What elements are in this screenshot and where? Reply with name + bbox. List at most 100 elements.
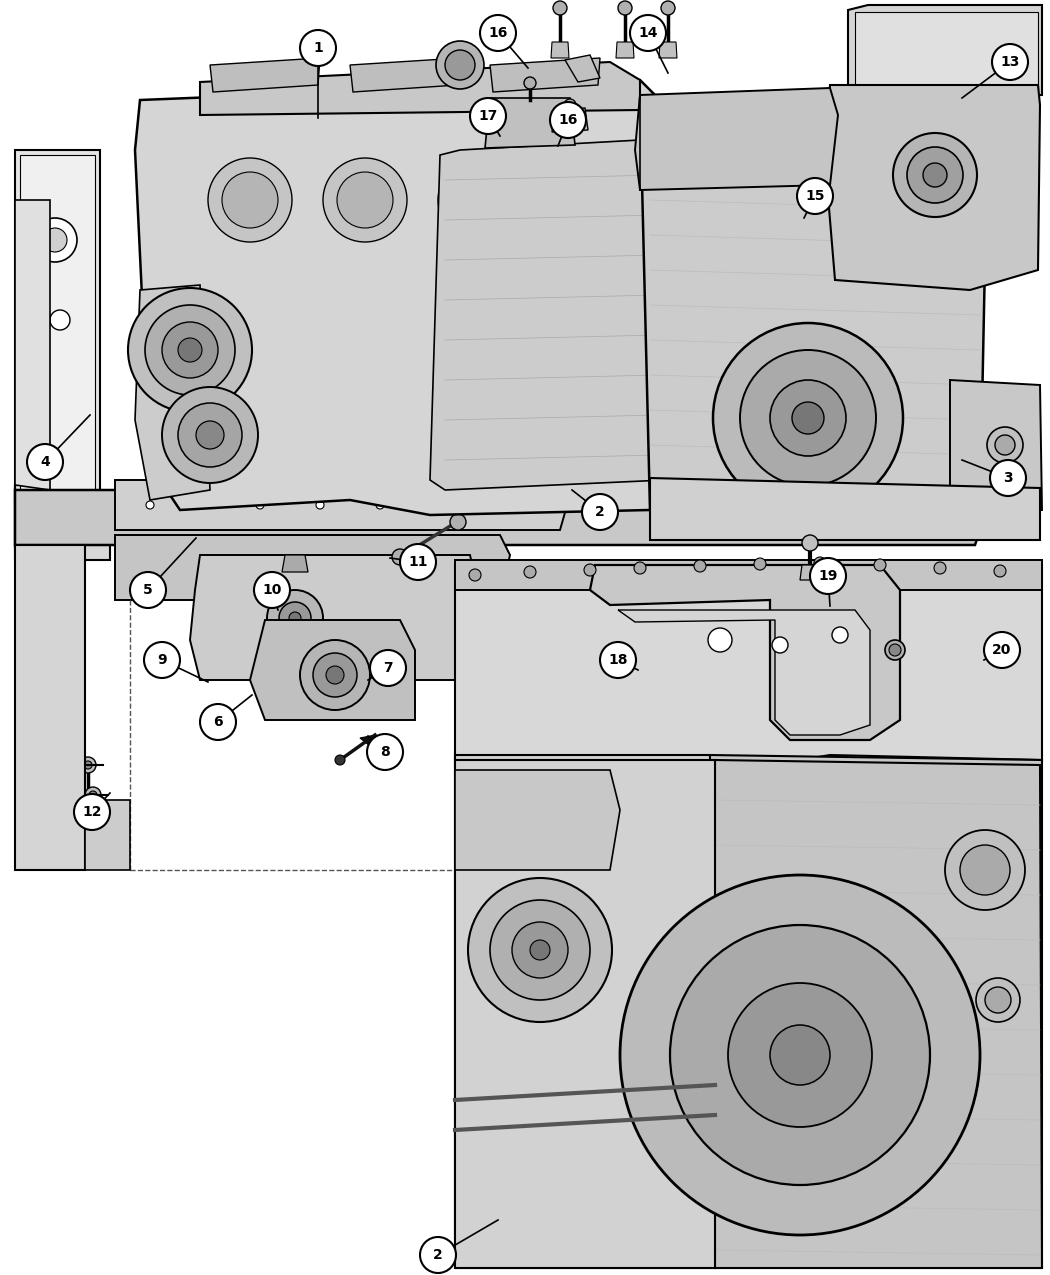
Polygon shape [659,42,677,57]
Circle shape [326,666,344,683]
Circle shape [208,158,292,242]
Circle shape [892,133,977,217]
Circle shape [990,460,1026,496]
Circle shape [162,323,218,377]
Circle shape [27,444,63,479]
Circle shape [178,403,242,467]
Text: 8: 8 [380,745,390,759]
Polygon shape [455,755,715,1269]
Circle shape [450,514,466,530]
Polygon shape [616,42,634,57]
Circle shape [770,380,846,456]
Polygon shape [430,140,665,490]
Polygon shape [116,536,510,601]
Circle shape [907,147,963,203]
Polygon shape [85,799,130,870]
Circle shape [74,794,110,830]
Circle shape [662,1,675,15]
Circle shape [316,501,324,509]
Circle shape [420,1237,456,1272]
Circle shape [323,158,407,242]
Text: 5: 5 [143,583,153,597]
Circle shape [976,978,1020,1023]
Text: 14: 14 [638,26,657,40]
Polygon shape [848,5,1042,96]
Circle shape [480,15,516,51]
Polygon shape [565,55,600,82]
Circle shape [337,172,393,228]
Polygon shape [485,98,575,148]
Circle shape [470,98,506,134]
Polygon shape [455,565,1042,760]
Circle shape [145,305,235,395]
Text: 16: 16 [488,26,508,40]
Circle shape [90,813,106,830]
Text: 2: 2 [595,505,605,519]
Circle shape [770,1025,830,1085]
Circle shape [934,562,946,574]
Circle shape [987,427,1023,463]
Text: 17: 17 [479,108,498,122]
Polygon shape [455,770,620,870]
Circle shape [582,493,618,530]
Text: 10: 10 [262,583,281,597]
Circle shape [130,572,166,608]
Circle shape [620,875,980,1235]
Circle shape [256,501,264,509]
Polygon shape [552,108,588,133]
Circle shape [370,650,406,686]
Circle shape [992,45,1028,80]
Circle shape [368,734,403,770]
Circle shape [530,940,550,960]
Circle shape [792,402,824,434]
Circle shape [754,558,766,570]
Circle shape [797,179,833,214]
Polygon shape [640,99,985,510]
Polygon shape [135,286,210,500]
Circle shape [985,987,1011,1014]
Text: 16: 16 [559,113,578,128]
Polygon shape [455,760,715,1269]
Circle shape [84,761,92,769]
Circle shape [708,629,732,652]
Circle shape [618,1,632,15]
Polygon shape [551,42,569,57]
Circle shape [392,550,408,565]
Polygon shape [282,555,308,572]
Circle shape [128,288,252,412]
Circle shape [584,564,596,576]
Polygon shape [15,150,100,550]
Polygon shape [15,200,50,490]
Circle shape [279,602,311,634]
Circle shape [740,351,876,486]
Text: 15: 15 [805,189,824,203]
Circle shape [50,310,70,330]
Polygon shape [855,11,1038,91]
Polygon shape [360,734,400,759]
Circle shape [85,787,101,803]
Circle shape [196,501,204,509]
Polygon shape [135,80,680,515]
Polygon shape [800,565,820,580]
Polygon shape [250,620,415,720]
Circle shape [300,31,336,66]
Text: 9: 9 [158,653,167,667]
Circle shape [289,612,301,623]
Circle shape [772,638,788,653]
Circle shape [564,99,576,111]
Circle shape [144,643,180,678]
Circle shape [728,983,872,1127]
Polygon shape [950,380,1042,515]
Circle shape [43,228,67,252]
Circle shape [376,501,384,509]
Polygon shape [200,62,640,115]
Polygon shape [116,479,570,530]
Text: 1: 1 [313,41,323,55]
Circle shape [984,632,1020,668]
Circle shape [550,102,586,138]
Circle shape [553,1,567,15]
Circle shape [162,388,258,483]
Text: 13: 13 [1001,55,1020,69]
Circle shape [524,566,536,578]
Circle shape [634,562,646,574]
